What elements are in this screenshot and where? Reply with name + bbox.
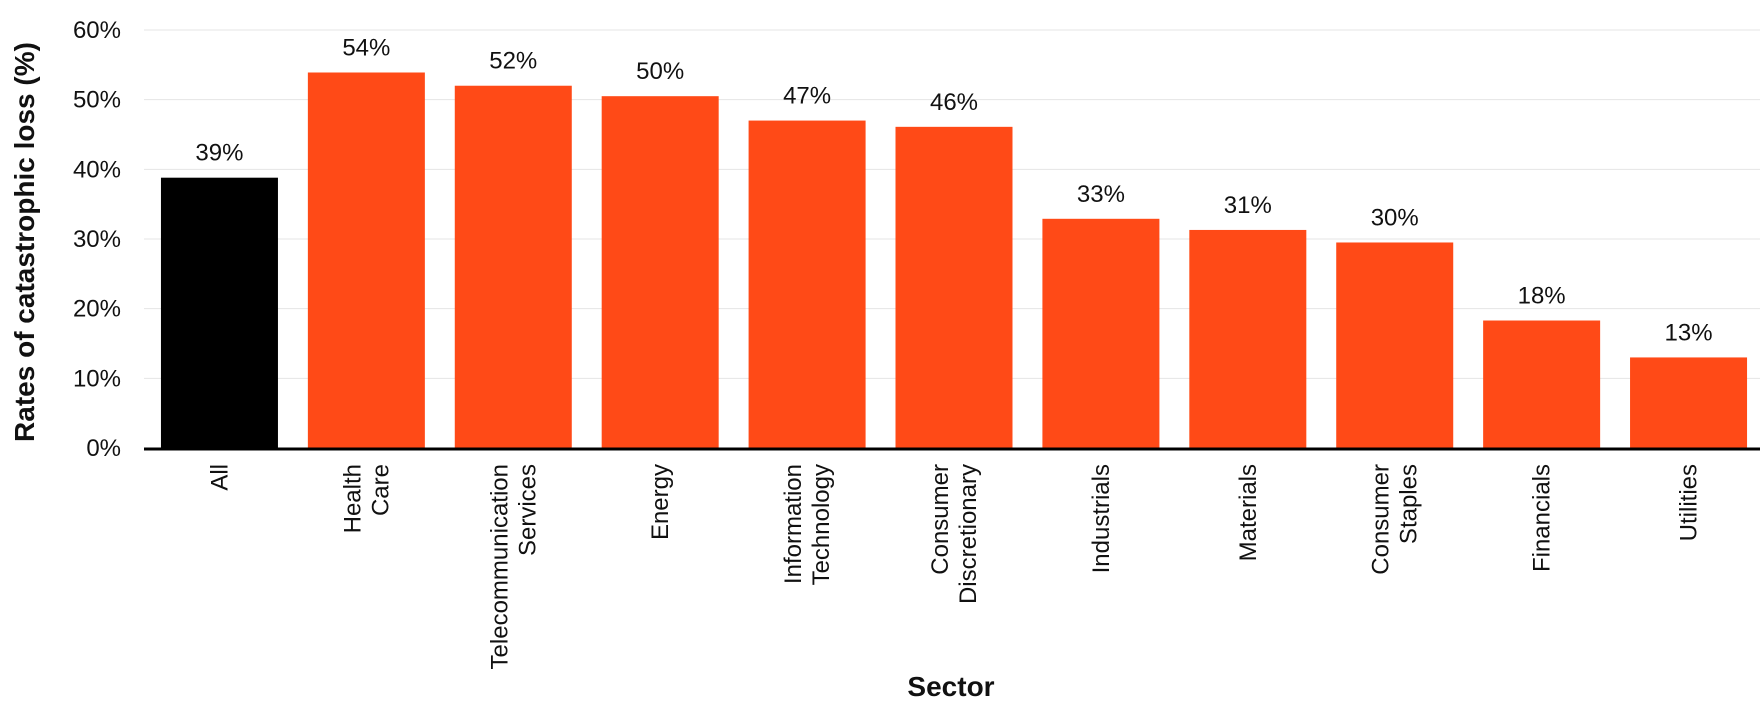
x-tick-label: ConsumerDiscretionary bbox=[927, 464, 982, 604]
y-tick-label: 0% bbox=[86, 435, 121, 462]
bar bbox=[1189, 229, 1307, 448]
x-tick-label-line: Energy bbox=[647, 464, 674, 540]
y-tick-label: 20% bbox=[73, 296, 121, 323]
bar bbox=[1336, 242, 1454, 448]
x-tick-label-line: Health bbox=[339, 464, 366, 533]
x-tick-label-line: Utilities bbox=[1676, 464, 1703, 541]
data-labels: 39% 54% 52% 50% 47% 46% 33% 31% 30% 18% 13% bbox=[195, 34, 1712, 346]
x-tick-label: ConsumerStaples bbox=[1368, 464, 1423, 575]
x-tick-label-line: Consumer bbox=[1368, 464, 1395, 575]
x-tick-label-line: Consumer bbox=[927, 464, 954, 575]
bar-value-label: 31% bbox=[1224, 192, 1272, 219]
bar-value-label: 50% bbox=[636, 58, 684, 85]
bar bbox=[1483, 320, 1601, 448]
x-tick-label: TelecommunicationServices bbox=[486, 464, 541, 669]
bar bbox=[307, 72, 425, 448]
y-tick-label: 10% bbox=[73, 365, 121, 392]
bar bbox=[1630, 357, 1748, 448]
x-tick-label-line: Financials bbox=[1529, 464, 1556, 572]
x-tick-label: Industrials bbox=[1088, 464, 1115, 573]
y-tick-label: 40% bbox=[73, 156, 121, 183]
y-tick-label: 50% bbox=[73, 87, 121, 114]
x-axis-category-labels: All HealthCare TelecommunicationServices En… bbox=[206, 464, 1702, 669]
bar-value-label: 47% bbox=[783, 83, 831, 110]
bar bbox=[895, 126, 1013, 448]
bar bbox=[1042, 218, 1160, 448]
bar-value-label: 39% bbox=[195, 140, 243, 167]
x-tick-label: All bbox=[206, 464, 233, 491]
x-axis-title: Sector bbox=[907, 671, 994, 702]
x-tick-label-line: Materials bbox=[1235, 464, 1262, 561]
bar bbox=[454, 85, 572, 448]
y-tick-label: 60% bbox=[73, 17, 121, 44]
x-tick-label-line: Technology bbox=[808, 464, 835, 585]
bar-value-label: 18% bbox=[1518, 283, 1566, 310]
bar bbox=[160, 177, 278, 448]
bar-value-label: 30% bbox=[1371, 204, 1419, 231]
x-tick-label-line: Services bbox=[514, 464, 541, 556]
x-tick-label-line: Information bbox=[780, 464, 807, 584]
bar-value-label: 54% bbox=[342, 34, 390, 61]
bar-value-label: 46% bbox=[930, 89, 978, 116]
x-tick-label-line: Staples bbox=[1396, 464, 1423, 544]
y-axis-title: Rates of catastrophic loss (%) bbox=[9, 42, 40, 442]
bar-value-label: 13% bbox=[1665, 319, 1713, 346]
x-tick-label-line: Care bbox=[367, 464, 394, 516]
x-tick-label: Financials bbox=[1529, 464, 1556, 572]
x-tick-label-line: Industrials bbox=[1088, 464, 1115, 573]
bar bbox=[748, 120, 866, 449]
y-tick-label: 30% bbox=[73, 226, 121, 253]
x-tick-label: InformationTechnology bbox=[780, 464, 835, 585]
bar bbox=[601, 96, 719, 448]
bar-value-label: 33% bbox=[1077, 181, 1125, 208]
bars bbox=[160, 72, 1748, 449]
y-axis-ticks: 0% 10% 20% 30% 40% 50% 60% bbox=[73, 17, 121, 462]
x-tick-label: HealthCare bbox=[339, 464, 394, 533]
x-tick-label: Utilities bbox=[1676, 464, 1703, 541]
x-tick-label-line: All bbox=[206, 464, 233, 491]
x-tick-label: Energy bbox=[647, 464, 674, 540]
x-tick-label: Materials bbox=[1235, 464, 1262, 561]
x-tick-label-line: Discretionary bbox=[955, 464, 982, 604]
x-tick-label-line: Telecommunication bbox=[486, 464, 513, 669]
bar-value-label: 52% bbox=[489, 48, 537, 75]
